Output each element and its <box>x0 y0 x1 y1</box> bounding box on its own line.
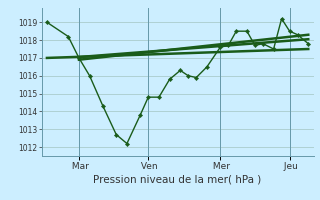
X-axis label: Pression niveau de la mer( hPa ): Pression niveau de la mer( hPa ) <box>93 175 262 185</box>
